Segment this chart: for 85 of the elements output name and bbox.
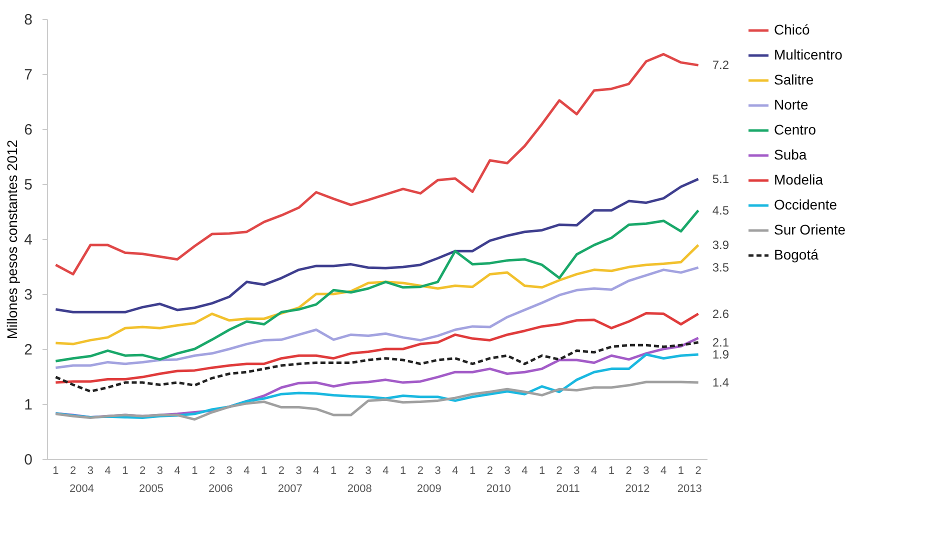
text: 2007	[278, 483, 302, 495]
text: 2012	[625, 483, 650, 495]
y-tick-label: 2	[24, 342, 32, 358]
x-tick-label: 4	[174, 465, 180, 477]
text: 2004	[69, 483, 94, 495]
line-series	[54, 244, 700, 346]
x-tick-label: 3	[574, 465, 580, 477]
x-tick-label: 3	[87, 465, 94, 477]
x-tick-label: 1	[538, 465, 546, 477]
y-tick-label: 6	[24, 122, 32, 138]
line-series	[54, 266, 700, 369]
data-label: 1.4	[712, 376, 730, 390]
x-tick-label: 3	[643, 465, 650, 477]
x-tick-label: 1	[608, 465, 615, 477]
legend-label: Modelia	[774, 172, 824, 188]
x-tick-label: 3	[365, 465, 372, 477]
data-label: 7.2	[712, 58, 730, 72]
line-series	[54, 312, 700, 384]
line-series	[54, 380, 700, 421]
data-label: 2.6	[712, 306, 730, 321]
legend-label: Centro	[774, 122, 816, 138]
x-tick-label: 3	[434, 465, 441, 477]
x-tick-label: 1	[192, 465, 198, 477]
y-axis-title: Millones pesos constantes 2012	[4, 140, 20, 340]
x-tick-label: 3	[156, 465, 163, 477]
y-tick-label: 1	[24, 396, 32, 414]
x-tick-label: 4	[660, 465, 667, 477]
x-tick-label: 4	[452, 465, 458, 477]
data-label: 3.9	[712, 238, 730, 252]
x-tick-label: 4	[104, 465, 111, 477]
legend-label: Norte	[774, 96, 808, 112]
x-tick-label: 2	[278, 465, 285, 477]
legend-label: Salitre	[774, 72, 814, 88]
data-label: 4.5	[712, 203, 730, 218]
x-tick-label: 3	[296, 465, 302, 477]
text: 2008	[347, 483, 372, 495]
x-tick-label: 2	[626, 465, 632, 477]
data-label: 3.5	[712, 260, 730, 275]
x-tick-label: 2	[695, 465, 702, 477]
x-tick-label: 2	[139, 465, 146, 477]
x-tick-label: 1	[678, 465, 684, 477]
x-tick-label: 3	[226, 465, 232, 477]
x-tick-label: 1	[469, 465, 476, 477]
text: 2006	[208, 483, 233, 495]
x-tick-label: 1	[400, 465, 406, 477]
x-tick-label: 2	[486, 465, 493, 477]
legend-label: Suba	[774, 146, 807, 162]
legend-label: Occidente	[774, 196, 838, 212]
x-tick-label: 4	[522, 465, 528, 477]
y-tick-label: 5	[24, 176, 32, 194]
x-tick-label: 2	[417, 465, 424, 477]
x-tick-label: 4	[313, 465, 320, 477]
legend-label: Chicó	[774, 22, 810, 38]
x-tick-label: 1	[122, 465, 128, 477]
line-series	[54, 178, 700, 314]
x-tick-label: 2	[208, 465, 216, 477]
line-series	[54, 341, 700, 393]
data-label: 2.1	[712, 335, 730, 350]
y-tick-label: 0	[24, 452, 32, 468]
data-label: 5.1	[712, 172, 730, 186]
x-tick-label: 2	[70, 465, 76, 477]
x-tick-label: 4	[244, 465, 250, 477]
x-tick-label: 4	[591, 465, 598, 477]
x-tick-label: 4	[382, 465, 389, 477]
legend-label: Multicentro	[774, 46, 843, 62]
y-tick-label: 3	[24, 286, 32, 304]
text: 2011	[556, 483, 580, 495]
x-tick-label: 1	[52, 465, 59, 477]
legend-label: Sur Oriente	[774, 222, 846, 238]
y-tick-label: 7	[24, 66, 32, 84]
text: 2010	[486, 483, 511, 495]
line-series	[54, 209, 700, 362]
text: 2005	[138, 483, 164, 495]
x-tick-label: 3	[504, 465, 510, 477]
y-tick-label: 4	[24, 232, 32, 248]
legend-label: Bogotá	[774, 246, 819, 262]
text: 2013	[677, 483, 702, 495]
x-tick-label: 2	[348, 465, 354, 477]
data-label: 1.9	[712, 348, 730, 362]
y-tick-label: 8	[24, 12, 32, 28]
x-tick-label: 2	[556, 465, 562, 477]
x-tick-label: 1	[330, 465, 337, 477]
line-series	[54, 52, 700, 276]
x-tick-label: 1	[261, 465, 268, 477]
text: 2009	[416, 483, 442, 495]
